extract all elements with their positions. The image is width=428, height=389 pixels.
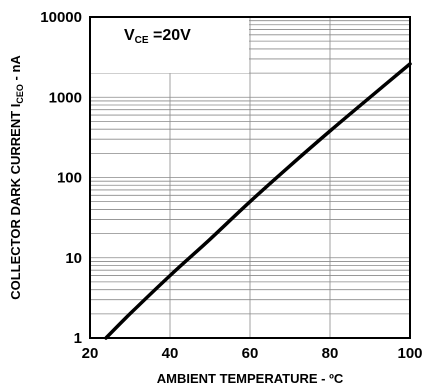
annotation-vce: VCE =20V <box>124 27 191 46</box>
y-tick-label: 100 <box>57 170 82 187</box>
series-line <box>104 62 412 340</box>
y-tick-labels: 1 10 100 1000 10000 <box>40 9 82 347</box>
x-tick-label: 20 <box>82 345 99 362</box>
y-tick-label: 1 <box>74 330 82 347</box>
y-tick-label: 1000 <box>49 89 82 106</box>
x-tick-labels: 20 40 60 80 100 <box>82 345 423 362</box>
y-axis-label: COLLECTOR DARK CURRENT ICEO - nA <box>8 55 25 300</box>
annotation-subscript: CE <box>135 35 149 46</box>
y-tick-label: 10000 <box>40 9 82 26</box>
y-axis-label-subscript: CEO <box>15 84 25 104</box>
x-tick-label: 60 <box>242 345 259 362</box>
y-axis-label-unit: - nA <box>8 55 23 84</box>
x-tick-label: 40 <box>162 345 179 362</box>
annotation-main: V <box>124 27 135 44</box>
y-axis-label-main: COLLECTOR DARK CURRENT I <box>8 104 23 300</box>
x-tick-label: 100 <box>397 345 422 362</box>
grid-lines <box>90 17 410 338</box>
plot-frame <box>89 16 411 339</box>
x-axis-label: AMBIENT TEMPERATURE - ºC <box>157 371 344 386</box>
annotation-value: =20V <box>149 27 192 44</box>
annotation-box <box>91 18 249 74</box>
x-tick-label: 80 <box>322 345 339 362</box>
y-tick-label: 10 <box>65 250 82 267</box>
